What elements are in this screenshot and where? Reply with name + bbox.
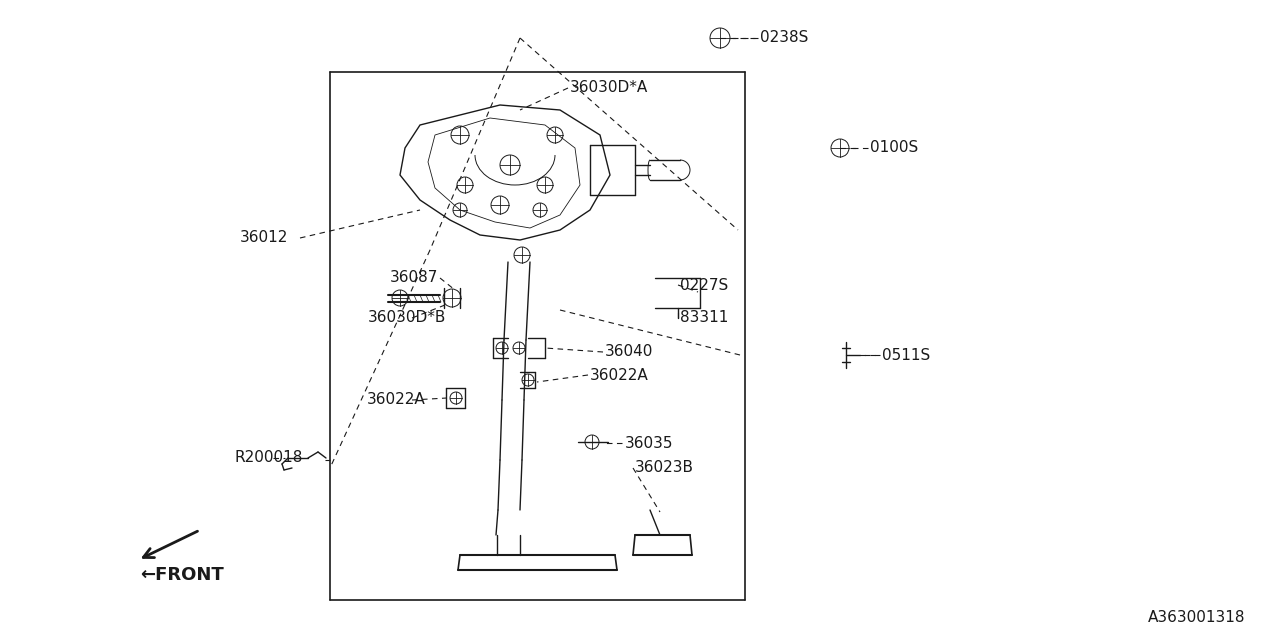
Text: 36030D*A: 36030D*A [570,81,648,95]
Text: 36040: 36040 [605,344,653,360]
Text: ←FRONT: ←FRONT [140,566,224,584]
Text: 36012: 36012 [241,230,288,246]
Text: 0238S: 0238S [760,31,809,45]
Text: 36022A: 36022A [590,367,649,383]
Text: 0227S: 0227S [680,278,728,292]
Text: 36035: 36035 [625,435,673,451]
Text: 36023B: 36023B [635,461,694,476]
Text: 36030D*B: 36030D*B [369,310,447,326]
Text: 36087: 36087 [390,271,438,285]
Text: 36022A: 36022A [367,392,426,408]
Text: R200018: R200018 [236,451,303,465]
Text: 0100S: 0100S [870,141,918,156]
Text: 83311: 83311 [680,310,728,326]
Text: A363001318: A363001318 [1147,611,1245,625]
Text: 0511S: 0511S [882,348,931,362]
